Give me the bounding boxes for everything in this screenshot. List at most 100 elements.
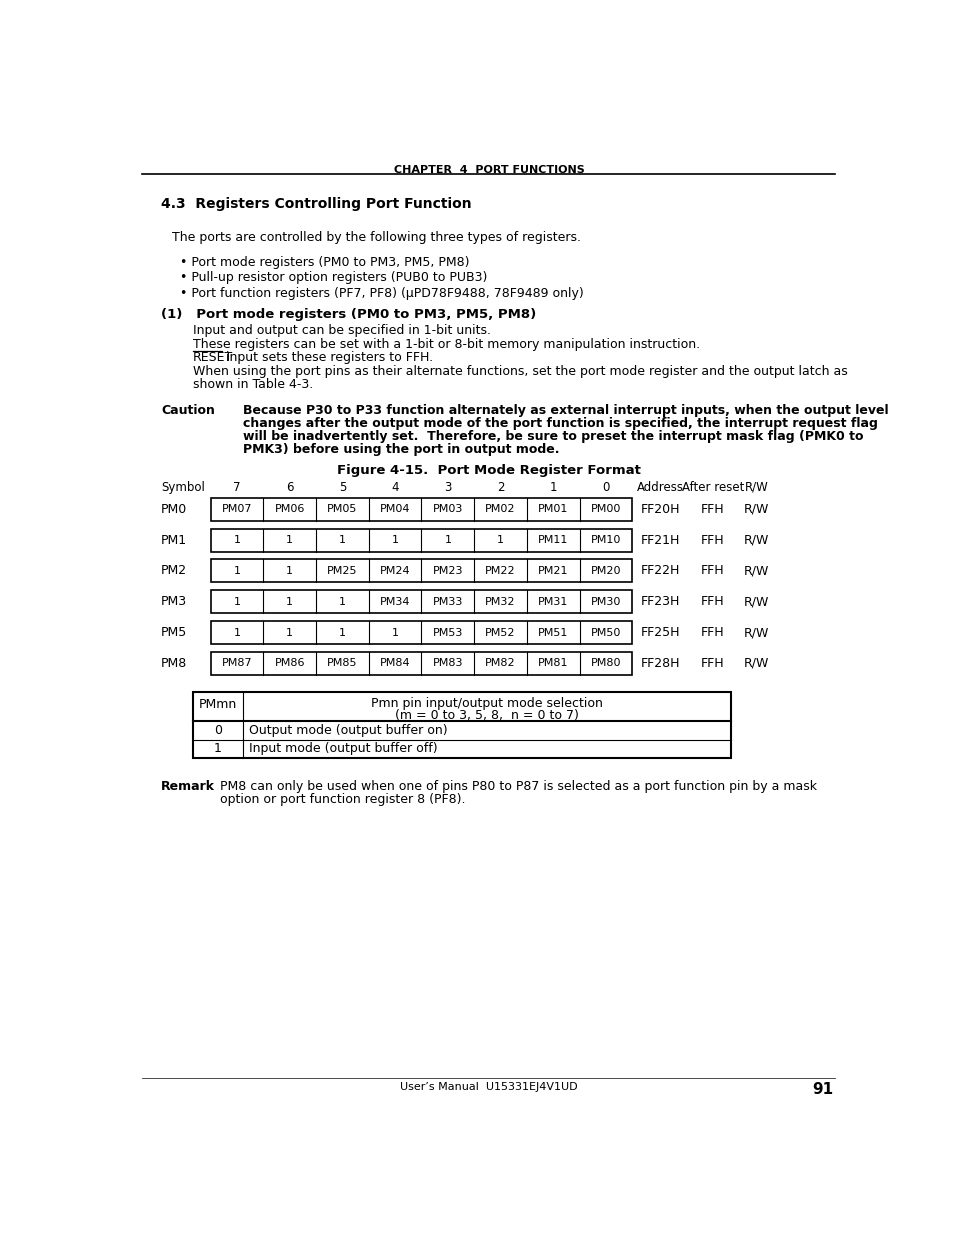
Text: (m = 0 to 3, 5, 8,  n = 0 to 7): (m = 0 to 3, 5, 8, n = 0 to 7) bbox=[395, 709, 578, 721]
Text: PM22: PM22 bbox=[485, 566, 516, 576]
Text: These registers can be set with a 1-bit or 8-bit memory manipulation instruction: These registers can be set with a 1-bit … bbox=[193, 337, 700, 351]
Text: PM86: PM86 bbox=[274, 658, 305, 668]
Text: PM20: PM20 bbox=[590, 566, 620, 576]
Text: Output mode (output buffer on): Output mode (output buffer on) bbox=[249, 724, 448, 737]
Text: 0: 0 bbox=[601, 480, 609, 494]
Text: shown in Table 4-3.: shown in Table 4-3. bbox=[193, 378, 313, 390]
Text: Caution: Caution bbox=[161, 404, 214, 417]
Text: 1: 1 bbox=[233, 627, 240, 637]
Text: PM8: PM8 bbox=[161, 657, 187, 669]
Text: 1: 1 bbox=[549, 480, 557, 494]
Text: 1: 1 bbox=[233, 535, 240, 545]
Text: FF20H: FF20H bbox=[639, 503, 679, 516]
Bar bbox=[211, 652, 632, 674]
Text: option or port function register 8 (PF8).: option or port function register 8 (PF8)… bbox=[220, 793, 465, 805]
Text: FF28H: FF28H bbox=[639, 657, 679, 669]
Text: PM34: PM34 bbox=[379, 597, 410, 606]
Text: PMK3) before using the port in output mode.: PMK3) before using the port in output mo… bbox=[243, 443, 559, 456]
Text: PM83: PM83 bbox=[432, 658, 462, 668]
Text: RESET: RESET bbox=[193, 352, 233, 364]
Text: PM52: PM52 bbox=[485, 627, 516, 637]
Text: 1: 1 bbox=[444, 535, 451, 545]
Text: 1: 1 bbox=[392, 535, 398, 545]
Text: 91: 91 bbox=[812, 1082, 833, 1097]
Text: 5: 5 bbox=[338, 480, 346, 494]
Text: Because P30 to P33 function alternately as external interrupt inputs, when the o: Because P30 to P33 function alternately … bbox=[243, 404, 888, 417]
Text: changes after the output mode of the port function is specified, the interrupt r: changes after the output mode of the por… bbox=[243, 417, 877, 430]
Text: 4.3  Registers Controlling Port Function: 4.3 Registers Controlling Port Function bbox=[161, 196, 471, 211]
Text: PM24: PM24 bbox=[379, 566, 410, 576]
Text: • Port mode registers (PM0 to PM3, PM5, PM8): • Port mode registers (PM0 to PM3, PM5, … bbox=[179, 256, 469, 269]
Text: FFH: FFH bbox=[700, 626, 724, 638]
Text: PM80: PM80 bbox=[590, 658, 620, 668]
Text: PM33: PM33 bbox=[433, 597, 462, 606]
Text: User’s Manual  U15331EJ4V1UD: User’s Manual U15331EJ4V1UD bbox=[399, 1082, 578, 1092]
Text: R/W: R/W bbox=[742, 534, 768, 547]
Text: FF21H: FF21H bbox=[639, 534, 679, 547]
Bar bbox=[211, 590, 632, 614]
Text: PM82: PM82 bbox=[485, 658, 516, 668]
Text: PM02: PM02 bbox=[485, 504, 516, 514]
Text: 7: 7 bbox=[233, 480, 240, 494]
Text: Pmn pin input/output mode selection: Pmn pin input/output mode selection bbox=[371, 698, 602, 710]
Bar bbox=[193, 692, 731, 758]
Text: PM23: PM23 bbox=[432, 566, 462, 576]
Text: After reset: After reset bbox=[681, 480, 743, 494]
Text: R/W: R/W bbox=[742, 657, 768, 669]
Text: PM2: PM2 bbox=[161, 564, 187, 578]
Text: R/W: R/W bbox=[742, 564, 768, 578]
Text: PM31: PM31 bbox=[537, 597, 568, 606]
Text: PM30: PM30 bbox=[590, 597, 620, 606]
Text: PM03: PM03 bbox=[433, 504, 462, 514]
Text: 1: 1 bbox=[286, 597, 293, 606]
Text: • Pull-up resistor option registers (PUB0 to PUB3): • Pull-up resistor option registers (PUB… bbox=[179, 272, 487, 284]
Text: CHAPTER  4  PORT FUNCTIONS: CHAPTER 4 PORT FUNCTIONS bbox=[394, 165, 583, 175]
Text: R/W: R/W bbox=[742, 626, 768, 638]
Text: PM1: PM1 bbox=[161, 534, 187, 547]
Text: PM51: PM51 bbox=[537, 627, 568, 637]
Text: PM3: PM3 bbox=[161, 595, 187, 608]
Text: 4: 4 bbox=[391, 480, 398, 494]
Text: R/W: R/W bbox=[742, 503, 768, 516]
Text: FFH: FFH bbox=[700, 657, 724, 669]
Text: input sets these registers to FFH.: input sets these registers to FFH. bbox=[221, 352, 433, 364]
Text: will be inadvertently set.  Therefore, be sure to preset the interrupt mask flag: will be inadvertently set. Therefore, be… bbox=[243, 430, 862, 443]
Text: PM81: PM81 bbox=[537, 658, 568, 668]
Text: PM84: PM84 bbox=[379, 658, 410, 668]
Text: 2: 2 bbox=[497, 480, 504, 494]
Text: FFH: FFH bbox=[700, 595, 724, 608]
Text: 3: 3 bbox=[444, 480, 451, 494]
Text: FFH: FFH bbox=[700, 503, 724, 516]
Text: PM85: PM85 bbox=[327, 658, 357, 668]
Text: PMmn: PMmn bbox=[198, 698, 236, 711]
Text: 1: 1 bbox=[286, 627, 293, 637]
Text: Input mode (output buffer off): Input mode (output buffer off) bbox=[249, 742, 437, 756]
Text: FF25H: FF25H bbox=[639, 626, 679, 638]
Text: 1: 1 bbox=[233, 566, 240, 576]
Text: PM25: PM25 bbox=[327, 566, 357, 576]
Text: FFH: FFH bbox=[700, 534, 724, 547]
Text: 6: 6 bbox=[286, 480, 294, 494]
Text: 1: 1 bbox=[497, 535, 503, 545]
Text: 1: 1 bbox=[233, 597, 240, 606]
Text: 1: 1 bbox=[213, 742, 221, 756]
Text: PM0: PM0 bbox=[161, 503, 187, 516]
Text: PM8 can only be used when one of pins P80 to P87 is selected as a port function : PM8 can only be used when one of pins P8… bbox=[220, 779, 816, 793]
Text: PM07: PM07 bbox=[221, 504, 252, 514]
Text: 1: 1 bbox=[392, 627, 398, 637]
Text: FFH: FFH bbox=[700, 564, 724, 578]
Text: PM10: PM10 bbox=[590, 535, 620, 545]
Text: PM53: PM53 bbox=[433, 627, 462, 637]
Text: PM5: PM5 bbox=[161, 626, 187, 638]
Text: 1: 1 bbox=[338, 627, 346, 637]
Text: Remark: Remark bbox=[161, 779, 214, 793]
Text: 1: 1 bbox=[286, 566, 293, 576]
Text: PM11: PM11 bbox=[537, 535, 568, 545]
Bar bbox=[211, 559, 632, 583]
Text: 1: 1 bbox=[338, 535, 346, 545]
Text: PM32: PM32 bbox=[485, 597, 516, 606]
Text: Address: Address bbox=[636, 480, 683, 494]
Text: PM21: PM21 bbox=[537, 566, 568, 576]
Bar bbox=[211, 621, 632, 645]
Text: Figure 4-15.  Port Mode Register Format: Figure 4-15. Port Mode Register Format bbox=[336, 464, 640, 477]
